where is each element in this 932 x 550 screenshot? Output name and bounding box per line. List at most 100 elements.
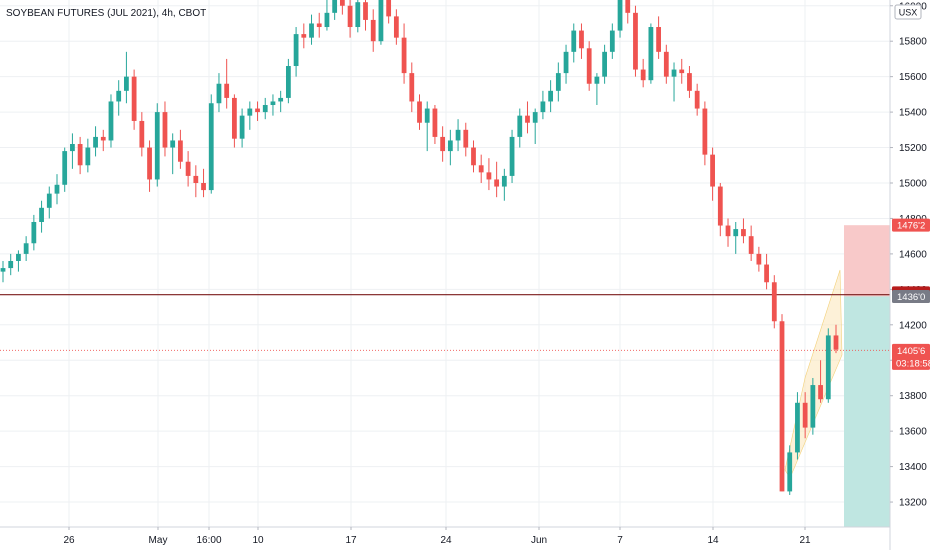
candle-body [393, 16, 399, 38]
candle-body [332, 0, 338, 13]
candle-body [347, 5, 353, 28]
candle-body [131, 76, 137, 121]
candle-body [309, 23, 314, 38]
candle-body [818, 385, 823, 400]
candle-body [85, 147, 91, 166]
y-tick-label: 15600 [899, 72, 927, 83]
candle-body [93, 136, 98, 148]
price-badge-label: 1476'2 [897, 221, 925, 232]
candle-body [363, 2, 368, 20]
candle-body [710, 154, 715, 187]
candle-body [586, 48, 592, 84]
candle-body [694, 90, 700, 109]
candle-body [548, 90, 554, 102]
currency-badge[interactable] [894, 4, 922, 20]
candle-body [764, 264, 769, 283]
candle-body [532, 112, 538, 123]
candle-body [409, 73, 415, 102]
candle-body [316, 23, 322, 28]
y-tick-label: 15800 [899, 37, 927, 48]
candle-body [23, 243, 29, 254]
y-tick-label: 15200 [899, 143, 927, 154]
candle-body [478, 165, 484, 173]
candle-body [494, 179, 500, 187]
candle-body [46, 193, 52, 208]
take-profit-zone [844, 296, 890, 527]
candle-body [193, 175, 199, 183]
candles [0, 0, 839, 495]
candle-body [8, 260, 14, 269]
candle-body [239, 115, 245, 139]
candle-body [486, 172, 492, 180]
candle-body [741, 229, 746, 237]
candle-body [285, 66, 291, 98]
candle-body [525, 115, 530, 123]
candle-body [687, 73, 692, 91]
currency-label: USX [899, 8, 918, 18]
candle-body [100, 136, 106, 141]
candle-body [447, 140, 453, 152]
candle-body [725, 225, 731, 237]
candle-body [810, 385, 816, 428]
x-tick-label: 17 [345, 535, 357, 546]
x-tick-label: May [149, 535, 168, 546]
x-axis-ticks[interactable]: 26 May 16:00 10 17 24 Jun 7 14 21 [63, 527, 811, 546]
candle-body [563, 51, 569, 74]
candle-body [77, 144, 83, 166]
candle-body [270, 101, 276, 106]
candle-body [39, 207, 44, 222]
candle-body [139, 120, 145, 148]
candle-body [262, 105, 268, 113]
y-tick-label: 13800 [899, 391, 927, 402]
candle-body [231, 97, 237, 139]
candle-body [640, 69, 646, 81]
x-tick-label: 21 [799, 535, 811, 546]
candle-body [625, 0, 631, 13]
candle-body [216, 83, 222, 104]
x-tick-label: Jun [531, 535, 547, 546]
candle-body [170, 140, 176, 148]
chart-title: SOYBEAN FUTURES (JUL 2021), 4h, CBOT [6, 8, 206, 19]
stop-loss-zone [844, 225, 890, 297]
candle-body [501, 175, 507, 187]
candle-body [62, 151, 68, 185]
candle-body [208, 103, 214, 191]
position-zones [844, 225, 890, 527]
candle-body [162, 112, 168, 148]
candle-body [509, 136, 515, 176]
candle-body [70, 144, 75, 152]
candle-body [648, 27, 654, 81]
candle-body [802, 402, 808, 428]
candle-body [247, 108, 253, 116]
candle-body [16, 253, 21, 261]
x-tick-label: 16:00 [196, 535, 221, 546]
candle-body [201, 183, 206, 191]
candle-body [825, 335, 831, 400]
candle-body [594, 76, 600, 84]
candle-body [795, 402, 800, 453]
y-tick-label: 14200 [899, 320, 927, 331]
candle-body [417, 101, 422, 123]
candle-body [779, 321, 785, 492]
candle-body [771, 282, 777, 322]
candle-body [0, 268, 6, 272]
candle-body [579, 30, 584, 49]
candle-body [424, 108, 430, 123]
candle-body [378, 0, 384, 42]
candle-body [278, 97, 284, 102]
price-badge [892, 343, 930, 370]
candle-body [733, 229, 739, 237]
y-tick-label: 13200 [899, 498, 927, 509]
candle-body [617, 0, 623, 31]
candle-body [301, 34, 307, 38]
candle-body [671, 69, 677, 77]
candle-body [463, 129, 469, 148]
x-tick-label: 10 [252, 535, 264, 546]
candle-body [517, 115, 523, 137]
price-badge [892, 289, 930, 303]
candle-body [116, 90, 122, 102]
candle-body [633, 12, 638, 70]
candle-body [602, 51, 608, 77]
